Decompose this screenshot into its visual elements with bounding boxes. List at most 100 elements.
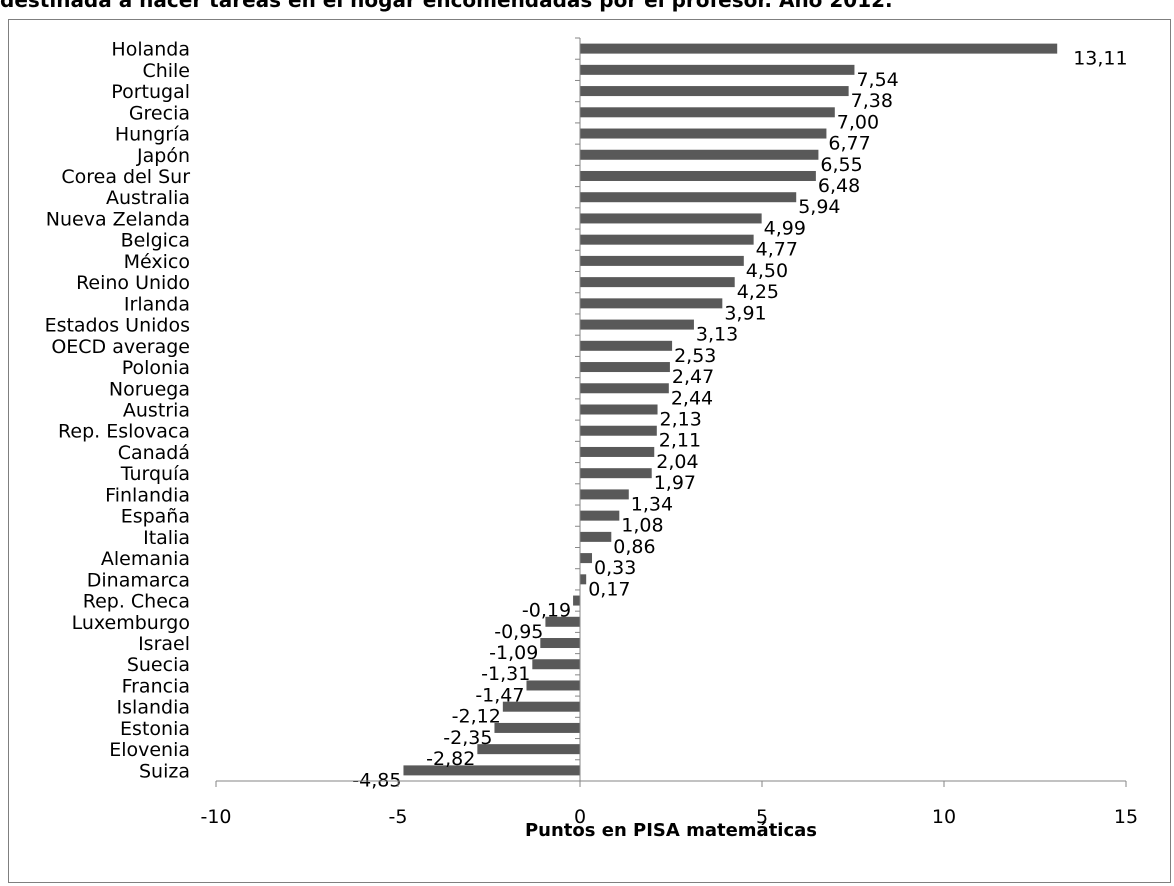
category-label: OECD average	[51, 336, 190, 358]
data-label: 6,55	[820, 154, 862, 176]
x-axis-label: Puntos en PISA matemáticas	[525, 820, 817, 841]
value-labels-group: 13,11 7,547,387,006,776,556,485,944,994,7…	[352, 48, 1127, 792]
bar	[580, 553, 593, 564]
bar	[580, 298, 723, 309]
data-label: 1,97	[654, 472, 696, 494]
data-label: 7,38	[851, 90, 893, 112]
category-label: México	[124, 251, 190, 273]
data-label: 13,11	[1073, 48, 1127, 70]
bar	[580, 340, 673, 351]
data-label: -1,47	[475, 684, 524, 706]
data-label: -0,19	[522, 600, 571, 622]
data-label: 6,48	[818, 175, 860, 197]
data-label: 2,11	[659, 430, 701, 452]
category-label: Australia	[106, 187, 190, 209]
category-label: Suecia	[127, 654, 190, 676]
data-label: 7,54	[856, 69, 898, 91]
axes-group: -10 -5 0 5 10 15	[200, 37, 1138, 828]
bar	[477, 744, 580, 755]
x-tick-label: -5	[389, 806, 408, 828]
data-label: 5,94	[798, 196, 840, 218]
bar	[580, 468, 652, 479]
category-label: Grecia	[129, 102, 190, 124]
category-label: Reino Unido	[76, 272, 190, 294]
bar	[580, 213, 762, 224]
data-label: 4,50	[746, 260, 788, 282]
bar	[580, 128, 827, 139]
bar	[580, 404, 658, 415]
category-label: Rep. Checa	[83, 591, 190, 613]
category-label: Portugal	[111, 81, 190, 103]
category-label: Suiza	[139, 760, 190, 782]
x-tick-label: 0	[574, 806, 586, 828]
bar	[580, 510, 620, 521]
data-label: 0,33	[594, 557, 636, 579]
category-label: Noruega	[109, 378, 190, 400]
bar	[580, 277, 735, 288]
category-label: Rep. Eslovaca	[58, 421, 190, 443]
data-label: 2,47	[672, 366, 714, 388]
bar	[573, 595, 580, 606]
x-tick-label: 10	[932, 806, 956, 828]
data-label: -2,82	[426, 748, 475, 770]
category-label: Dinamarca	[87, 569, 190, 591]
chart-title: destinada a hacer tareas en el hogar enc…	[0, 0, 893, 12]
data-label: 4,77	[756, 239, 798, 261]
data-label: 3,13	[696, 324, 738, 346]
bar	[580, 170, 816, 181]
data-label: 0,17	[588, 578, 630, 600]
category-label: Chile	[142, 60, 190, 82]
bar	[580, 192, 797, 203]
bar	[580, 86, 849, 97]
bar	[580, 362, 670, 373]
data-label: 4,25	[737, 281, 779, 303]
category-label: Austria	[123, 400, 190, 422]
x-tick-label: 5	[756, 806, 768, 828]
category-label: Luxemburgo	[72, 612, 190, 634]
bar	[580, 255, 744, 266]
data-label: 2,53	[674, 345, 716, 367]
bar	[502, 701, 580, 712]
data-label: -1,31	[481, 663, 530, 685]
bar	[545, 616, 580, 627]
bar	[580, 107, 835, 118]
bar	[580, 446, 655, 457]
category-label: Israel	[138, 633, 190, 655]
category-label: España	[121, 506, 190, 528]
category-label: Irlanda	[124, 293, 190, 315]
data-label: 4,99	[764, 217, 806, 239]
x-tick-label: -10	[200, 806, 231, 828]
bar	[580, 425, 657, 436]
bars-group	[403, 43, 1058, 776]
bar	[580, 531, 612, 542]
data-label: 0,86	[613, 536, 655, 558]
category-label: Canadá	[118, 442, 190, 464]
category-label: Polonia	[122, 357, 190, 379]
category-label: Belgica	[121, 230, 190, 252]
data-label: 6,77	[828, 133, 870, 155]
data-label: 2,13	[660, 409, 702, 431]
data-label: 1,08	[621, 515, 663, 537]
data-label: -2,35	[443, 727, 492, 749]
data-label: 2,04	[656, 451, 698, 473]
category-label: Estonia	[120, 718, 190, 740]
bar	[580, 149, 819, 160]
category-label: Japón	[136, 145, 190, 167]
bar	[526, 680, 580, 691]
bar	[403, 765, 580, 776]
bar	[532, 659, 580, 670]
category-label: Corea del Sur	[61, 166, 190, 188]
bar	[580, 64, 855, 75]
category-labels-group: HolandaChilePortugalGreciaHungríaJapónCo…	[45, 39, 191, 783]
chart-frame	[8, 19, 1171, 883]
category-label: Hungría	[115, 124, 190, 146]
bar	[580, 489, 629, 500]
category-label: Italia	[143, 527, 190, 549]
category-label: Alemania	[101, 548, 190, 570]
bar	[580, 43, 1058, 54]
x-tick-label: 15	[1114, 806, 1138, 828]
bar	[580, 234, 754, 245]
category-label: Holanda	[111, 39, 190, 61]
data-label: 2,44	[671, 387, 713, 409]
